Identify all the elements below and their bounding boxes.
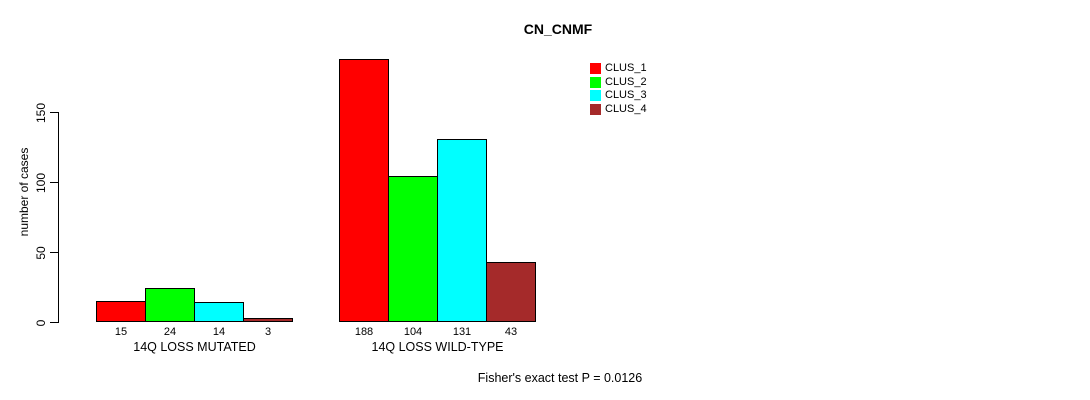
bar-CLUS_3-group2 bbox=[437, 139, 487, 322]
bar-value-label: 131 bbox=[452, 326, 472, 338]
y-axis-tick bbox=[50, 322, 58, 323]
legend-swatch-CLUS_2 bbox=[590, 76, 601, 88]
chart-title: CN_CNMF bbox=[523, 21, 593, 37]
legend-swatch-CLUS_4 bbox=[590, 104, 601, 116]
legend-label-CLUS_2: CLUS_2 bbox=[605, 75, 647, 88]
bar-value-label: 15 bbox=[114, 326, 128, 338]
legend-label-CLUS_3: CLUS_3 bbox=[605, 89, 647, 102]
bar-value-label: 104 bbox=[403, 326, 423, 338]
y-axis-title: number of cases bbox=[17, 147, 31, 237]
y-axis-tick bbox=[50, 252, 58, 253]
legend-label-CLUS_1: CLUS_1 bbox=[605, 62, 647, 74]
fisher-test-annotation: Fisher's exact test P = 0.0126 bbox=[477, 371, 643, 385]
bar-CLUS_1-group1 bbox=[96, 301, 146, 322]
legend-swatch-CLUS_3 bbox=[590, 90, 601, 102]
y-axis-tick bbox=[50, 112, 58, 113]
bar-value-label: 24 bbox=[163, 326, 177, 338]
bar-value-label: 3 bbox=[264, 326, 272, 338]
y-axis-tick-label: 0 bbox=[34, 319, 48, 326]
bar-CLUS_2-group1 bbox=[145, 288, 195, 322]
bar-value-label: 43 bbox=[504, 326, 518, 338]
x-group-label: 14Q LOSS WILD-TYPE bbox=[371, 340, 504, 354]
x-group-label: 14Q LOSS MUTATED bbox=[133, 340, 256, 354]
bar-CLUS_3-group1 bbox=[194, 302, 244, 322]
y-axis-tick-label: 50 bbox=[34, 245, 48, 260]
legend-label-CLUS_4: CLUS_4 bbox=[605, 103, 647, 116]
bar-CLUS_4-group1 bbox=[243, 318, 293, 322]
bar-value-label: 188 bbox=[354, 326, 374, 338]
y-axis-tick-label: 100 bbox=[34, 172, 48, 193]
y-axis-line bbox=[58, 112, 59, 323]
y-axis-tick-label: 150 bbox=[34, 102, 48, 123]
bar-CLUS_4-group2 bbox=[486, 262, 536, 322]
bar-value-label: 14 bbox=[212, 326, 226, 338]
legend-swatch-CLUS_1 bbox=[590, 63, 601, 74]
bar-CLUS_2-group2 bbox=[388, 176, 438, 322]
bar-CLUS_1-group2 bbox=[339, 59, 389, 322]
y-axis-tick bbox=[50, 182, 58, 183]
